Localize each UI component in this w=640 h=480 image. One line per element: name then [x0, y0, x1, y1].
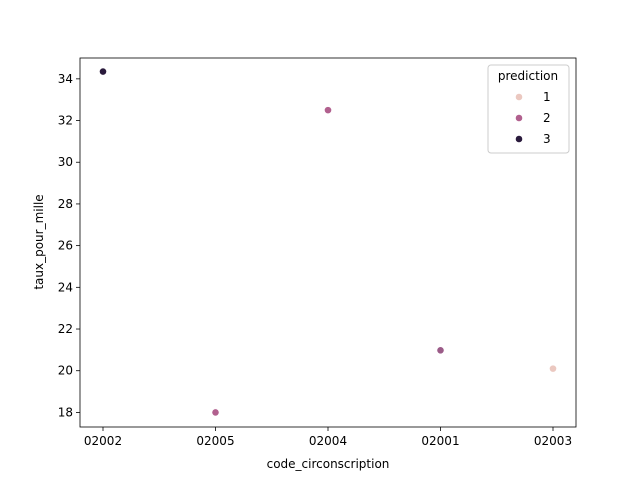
x-tick-label: 02004 — [309, 434, 347, 448]
legend-label: 1 — [543, 90, 551, 104]
legend-marker — [515, 135, 523, 143]
x-axis-ticks: 02002 02005 02004 02001 02003 — [84, 427, 572, 448]
y-tick-label: 26 — [58, 239, 73, 253]
x-axis-label: code_circonscription — [267, 457, 390, 471]
y-tick-label: 32 — [58, 114, 73, 128]
legend-entries: 1 2 3 — [515, 90, 551, 146]
data-point — [211, 408, 220, 417]
legend-title: prediction — [498, 69, 558, 83]
y-tick-label: 34 — [58, 72, 73, 86]
y-tick-label: 24 — [58, 280, 73, 294]
data-point — [549, 364, 557, 373]
legend-marker — [515, 114, 523, 122]
legend-marker — [515, 93, 523, 101]
x-tick-label: 02003 — [534, 434, 572, 448]
y-axis-label: taux_pour_mille — [32, 194, 46, 289]
legend-label: 3 — [543, 132, 551, 146]
y-tick-label: 18 — [58, 405, 73, 419]
data-points — [99, 67, 557, 417]
y-axis-ticks: 18 20 22 24 26 28 30 32 34 — [58, 72, 80, 419]
legend-box — [487, 64, 570, 154]
data-point — [436, 346, 445, 355]
y-tick-label: 20 — [58, 364, 73, 378]
y-tick-label: 22 — [58, 322, 73, 336]
legend: prediction 1 2 3 — [487, 64, 570, 154]
y-tick-label: 28 — [58, 197, 73, 211]
data-point — [324, 106, 332, 115]
legend-label: 2 — [543, 111, 551, 125]
x-tick-label: 02001 — [421, 434, 459, 448]
y-tick-label: 30 — [58, 155, 73, 169]
x-tick-label: 02005 — [196, 434, 234, 448]
data-point — [99, 67, 107, 76]
x-tick-label: 02002 — [84, 434, 122, 448]
